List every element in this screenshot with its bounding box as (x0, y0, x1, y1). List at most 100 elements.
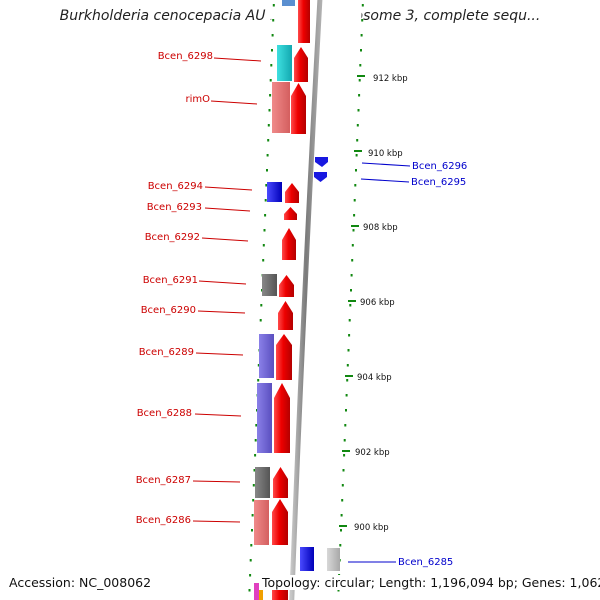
cog-bar (259, 590, 263, 600)
scale-dot (360, 49, 362, 52)
scale-dot (262, 259, 265, 262)
cog-bar (267, 182, 282, 202)
gene-label[interactable]: Bcen_6294 (148, 181, 203, 192)
scale-tick-label: 910 kbp (368, 149, 403, 159)
gene-arrow (274, 383, 290, 453)
scale-dot (350, 274, 353, 277)
scale-dot (257, 379, 260, 382)
scale-dot (265, 184, 268, 187)
cog-bar (277, 45, 292, 81)
scale-dot (346, 379, 349, 382)
scale-tick-label: 902 kbp (355, 448, 390, 458)
scale-dot (361, 4, 364, 7)
scale-dot (270, 64, 273, 67)
scale-dot (252, 499, 255, 502)
scale-tick-label: 906 kbp (360, 298, 395, 308)
topology-summary: Topology: circular; Length: 1,196,094 bp… (262, 575, 600, 590)
scale-dot (344, 424, 347, 427)
scale-dot (350, 289, 352, 292)
cog-bar (259, 334, 274, 378)
scale-dot (264, 199, 267, 202)
gene-label[interactable]: Bcen_6296 (412, 161, 467, 172)
scale-dot (343, 439, 346, 442)
scale-dot (267, 124, 270, 127)
cog-bar (254, 583, 259, 600)
gene-arrow (298, 0, 310, 43)
scale-dot (345, 409, 347, 412)
scale-dot (342, 469, 345, 472)
scale-dot (356, 139, 359, 142)
scale-dot (353, 199, 356, 202)
gene-arrow (300, 547, 314, 571)
gene-arrow (314, 172, 327, 182)
cog-bar (257, 383, 272, 453)
scale-dot (268, 109, 271, 112)
gene-arrow (279, 275, 294, 297)
scale-dot (263, 229, 266, 232)
gene-label[interactable]: Bcen_6286 (136, 515, 191, 526)
scale-dot (262, 244, 265, 247)
scale-tick-label: 912 kbp (373, 74, 408, 84)
scale-tick-label: 904 kbp (357, 373, 392, 383)
gene-label[interactable]: Bcen_6298 (158, 51, 213, 62)
scale-dot (341, 484, 344, 487)
scale-dot (255, 424, 258, 427)
scale-dot (269, 79, 272, 82)
gene-label[interactable]: Bcen_6288 (137, 408, 192, 419)
scale-dot (254, 454, 257, 457)
outer-scale-dots (337, 4, 364, 592)
scale-dot (250, 544, 253, 547)
scale-dot (272, 19, 275, 22)
right-leader-lines (348, 162, 411, 563)
gene-label[interactable]: rimO (185, 94, 210, 105)
gene-label[interactable]: Bcen_6295 (411, 177, 466, 188)
cog-bar (262, 274, 277, 296)
gene-label[interactable]: Bcen_6293 (147, 202, 202, 213)
scale-dot (266, 169, 268, 172)
scale-dot (340, 529, 342, 532)
scale-dot (352, 229, 355, 232)
scale-dot (358, 94, 361, 97)
scale-dot (249, 574, 252, 577)
gene-label[interactable]: Bcen_6287 (136, 475, 191, 486)
scale-dot (272, 4, 275, 7)
gene-label[interactable]: Bcen_6292 (145, 232, 200, 243)
scale-dot (340, 514, 343, 517)
cog-bar (327, 548, 340, 571)
scale-ticks: 912 kbp 910 kbp 908 kbp 906 kbp 904 kbp … (339, 74, 408, 533)
scale-dot (339, 544, 342, 547)
gene-label[interactable]: Bcen_6291 (143, 275, 198, 286)
gene-label[interactable]: Bcen_6289 (139, 347, 194, 358)
cog-category-ring (254, 0, 340, 600)
scale-dot (349, 304, 352, 307)
gene-arrow (276, 334, 292, 380)
scale-dot (259, 319, 262, 322)
forward-strand-genes (300, 157, 328, 571)
gene-arrow (272, 499, 288, 545)
scale-dot (253, 469, 256, 472)
scale-tick-label: 908 kbp (363, 223, 398, 233)
scale-dot (348, 319, 351, 322)
gene-label[interactable]: Bcen_6285 (398, 557, 453, 568)
right-gene-labels: Bcen_6296 Bcen_6295 Bcen_6285 (398, 161, 467, 568)
left-leader-lines (192, 57, 262, 523)
accession-text: Accession: NC_008062 (9, 575, 152, 590)
scale-dot (360, 34, 363, 37)
scale-dot (348, 334, 351, 337)
scale-dot (354, 184, 357, 187)
scale-tick-label: 900 kbp (354, 523, 389, 533)
scale-dot (267, 139, 270, 142)
gene-arrow (315, 157, 328, 167)
scale-dot (254, 439, 257, 442)
scale-dot (347, 349, 350, 352)
scale-dot (353, 214, 356, 217)
scale-dot (249, 559, 252, 562)
cog-bar (282, 0, 295, 6)
scale-dot (266, 154, 269, 157)
scale-dot (343, 454, 346, 457)
gene-label[interactable]: Bcen_6290 (141, 305, 196, 316)
cog-bar (272, 82, 290, 133)
scale-dot (341, 499, 344, 502)
